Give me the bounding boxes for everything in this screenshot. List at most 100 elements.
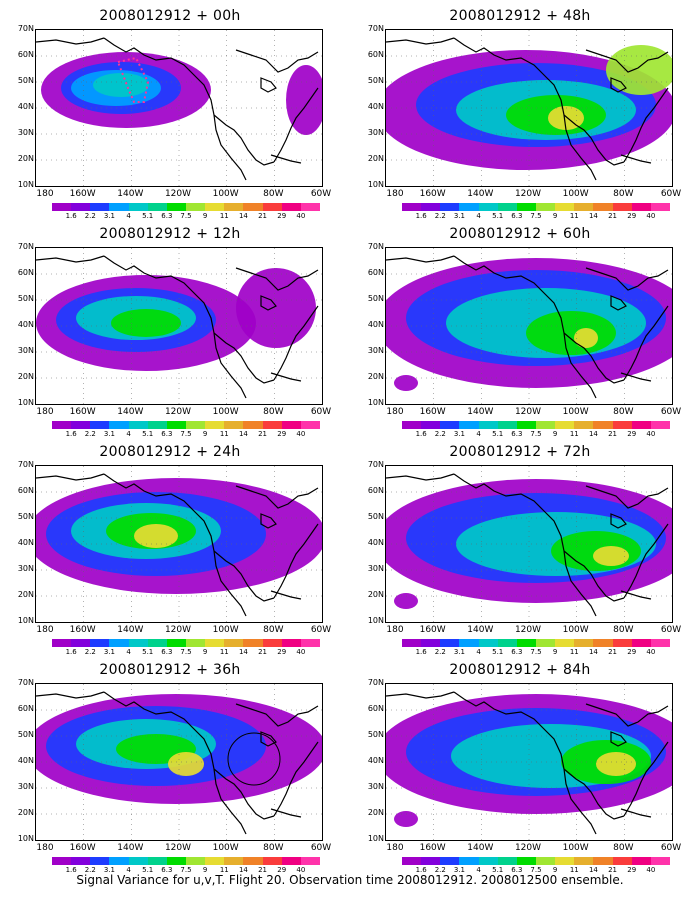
- colorbar-tick-label: 11: [219, 430, 229, 438]
- latitude-tick-label: 40N: [367, 756, 384, 765]
- coastline: [610, 731, 627, 747]
- colorbar-swatch: [52, 421, 72, 429]
- latitude-tick-label: 50N: [367, 76, 384, 85]
- coastline: [386, 691, 455, 699]
- colorbar-swatch: [52, 639, 72, 647]
- colorbar-tick-label: 40: [296, 430, 306, 438]
- colorbar-swatch: [90, 203, 110, 211]
- colorbar-tick-label: 4: [476, 430, 481, 438]
- longitude-tick-label: 120W: [164, 189, 192, 199]
- coastline: [585, 703, 669, 727]
- colorbar-tick-label: 9: [552, 212, 558, 220]
- colorbar-swatch: [262, 857, 282, 865]
- colorbar-tick-label: 40: [646, 430, 656, 438]
- signal-variance-map: [36, 684, 322, 840]
- latitude-tick-label: 50N: [367, 512, 384, 521]
- map-panel: 2008012912 + 12h 70N 60N 50N 40N 30N 20N 10N 180…: [5, 226, 335, 441]
- longitude-tick-label: 120W: [164, 407, 192, 417]
- colorbar-tick-label: 11: [219, 866, 229, 874]
- longitude-tick-label: 60W: [660, 407, 682, 417]
- colorbar-tick-label: 6.3: [161, 648, 173, 656]
- colorbar-swatch: [535, 203, 556, 211]
- colorbar-tick-label: 40: [296, 866, 306, 874]
- longitude-tick-label: 160W: [69, 625, 96, 635]
- longitude-tick-label: 140W: [467, 843, 494, 853]
- colorbar-swatch: [281, 421, 301, 429]
- colorbar-tick-label: 3.1: [103, 212, 115, 220]
- colorbar-swatch: [421, 203, 441, 211]
- colorbar-tick-label: 3.1: [103, 866, 115, 874]
- figure-caption: Signal Variance for u,v,T. Flight 20. Ob…: [76, 873, 624, 887]
- colorbar-swatch: [478, 639, 498, 647]
- colorbar-swatch: [574, 639, 594, 647]
- coastline: [453, 255, 597, 399]
- colorbar-tick-label: 4: [126, 430, 131, 438]
- longitude-tick-label: 160W: [419, 189, 446, 199]
- colorbar-swatch: [243, 203, 263, 211]
- coastline: [386, 473, 455, 481]
- colorbar-tick-label: 2.2: [84, 212, 96, 220]
- colorbar-swatch: [402, 203, 422, 211]
- colorbar-tick-label: 40: [646, 212, 656, 220]
- colorbar-tick-label: 2.2: [434, 212, 446, 220]
- colorbar-tick-label: 4: [476, 212, 481, 220]
- colorbar-swatch: [166, 421, 186, 429]
- colorbar: [402, 639, 670, 647]
- coastline: [36, 691, 105, 699]
- colorbar-tick-label: 21: [608, 212, 618, 220]
- colorbar-labels: 1.6 2.2 3.1 4 5.1 6.3 7.5 9 11 14 21 29 40: [402, 866, 670, 876]
- colorbar-swatch: [440, 421, 460, 429]
- colorbar-tick-label: 3.1: [453, 430, 465, 438]
- coastline: [36, 255, 105, 263]
- longitude-tick-label: 160W: [69, 843, 96, 853]
- colorbar-tick-label: 9: [202, 866, 208, 874]
- colorbar-swatch: [147, 203, 167, 211]
- colorbar-swatch: [71, 421, 91, 429]
- latitude-tick-label: 50N: [367, 730, 384, 739]
- colorbar-swatch: [281, 857, 301, 865]
- colorbar-tick-label: 3.1: [453, 212, 465, 220]
- map-panel: 2008012912 + 72h 70N 60N 50N 40N 30N 20N 10N 180…: [355, 444, 685, 659]
- coastline: [235, 49, 319, 73]
- colorbar-swatch: [166, 857, 186, 865]
- colorbar-tick-label: 14: [238, 648, 248, 656]
- map-frame: [35, 465, 323, 623]
- longitude-tick-label: 80W: [263, 407, 284, 417]
- colorbar-swatch: [205, 639, 225, 647]
- colorbar-swatch: [243, 639, 263, 647]
- colorbar-swatch: [650, 203, 670, 211]
- colorbar-tick-label: 2.2: [434, 648, 446, 656]
- colorbar-tick-label: 21: [258, 212, 268, 220]
- colorbar-tick-label: 11: [569, 866, 579, 874]
- colorbar-tick-label: 3.1: [103, 648, 115, 656]
- latitude-tick-label: 70N: [17, 242, 34, 251]
- colorbar-labels: 1.6 2.2 3.1 4 5.1 6.3 7.5 9 11 14 21 29 40: [402, 648, 670, 658]
- colorbar-swatch: [574, 421, 594, 429]
- colorbar-swatch: [147, 639, 167, 647]
- colorbar-swatch: [516, 203, 536, 211]
- longitude-tick-label: 60W: [310, 407, 332, 417]
- colorbar-swatch: [402, 857, 422, 865]
- colorbar-swatch: [300, 421, 320, 429]
- colorbar-swatch: [593, 639, 613, 647]
- latitude-tick-label: 60N: [17, 268, 34, 277]
- colorbar-swatch: [593, 857, 613, 865]
- colorbar-swatch: [224, 203, 244, 211]
- colorbar-tick-label: 9: [202, 648, 208, 656]
- colorbar-swatch: [109, 857, 129, 865]
- colorbar-swatch: [631, 639, 651, 647]
- colorbar-tick-label: 3.1: [453, 648, 465, 656]
- coastline: [623, 87, 669, 163]
- signal-variance-map: [36, 466, 322, 622]
- colorbar-swatch: [631, 421, 651, 429]
- colorbar-swatch: [402, 421, 422, 429]
- colorbar-swatch: [262, 203, 282, 211]
- colorbar: [52, 203, 320, 211]
- colorbar: [402, 857, 670, 865]
- longitude-tick-label: 160W: [419, 625, 446, 635]
- coastline: [453, 37, 597, 181]
- coastline: [273, 741, 319, 817]
- longitude-tick-label: 100W: [562, 189, 589, 199]
- highlight-circle: [227, 732, 281, 786]
- coastline: [386, 255, 455, 263]
